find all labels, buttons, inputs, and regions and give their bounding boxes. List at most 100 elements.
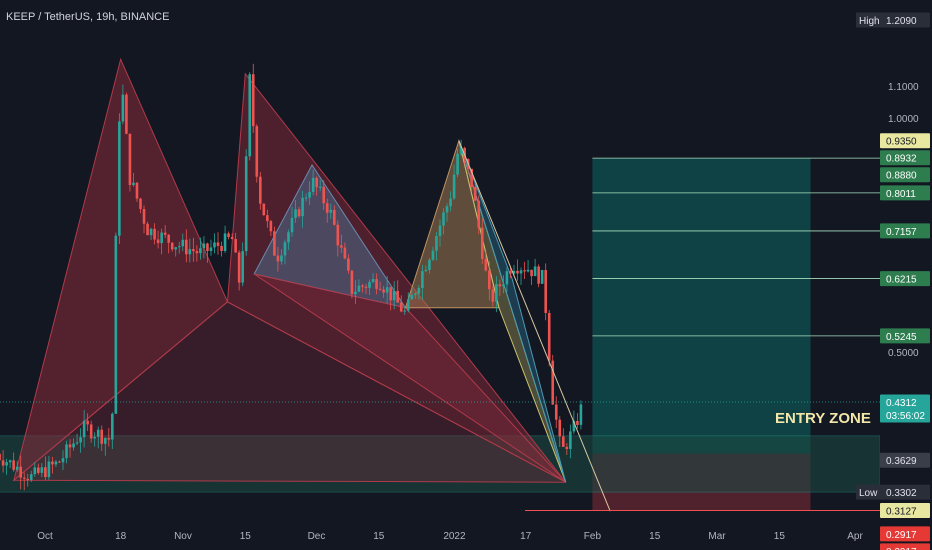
candle-body [551,360,555,405]
candle-body [452,174,456,199]
candle-body [96,429,100,437]
candle-body [375,279,378,289]
candle-body [516,270,519,274]
candle-body [86,420,89,425]
price-label-bg [880,328,930,344]
candle-body [188,249,192,255]
candle-body [93,436,96,439]
candle-body [470,168,473,188]
price-label-bg [880,452,930,468]
candle-body [29,474,33,480]
candle-body [329,209,333,213]
x-tick-label: Feb [584,531,602,542]
price-label-tag [856,484,880,500]
candle-body [269,221,273,232]
price-label-bg [880,185,930,201]
candle-body [530,269,533,277]
candle-body [79,437,82,443]
candle-body [156,239,160,244]
candle-body [435,235,438,251]
candle-body [354,291,357,295]
price-label-bg [880,167,930,183]
price-label-text: 0.2917 [886,547,917,550]
price-label-bg [880,271,930,287]
candle-body [195,251,199,254]
candle-body [378,288,382,290]
candle-body [526,269,530,272]
candle-body [149,228,153,236]
candle-body [72,443,75,448]
candle-body [111,413,114,440]
x-tick-label: 2022 [443,531,466,542]
candle-body [547,312,551,361]
candle-body [75,442,79,444]
candle-body [37,467,40,473]
candle-body [322,186,326,204]
candle-body [202,243,206,249]
candle-body [255,126,259,177]
candle-body [33,467,37,475]
price-label-tag-text: High [859,16,880,27]
candle-body [174,247,178,250]
price-label-text: 0.3302 [886,488,917,499]
candle-body [262,203,266,216]
candle-body [103,438,107,444]
price-label-countdown: 03:56:02 [886,411,925,422]
patterns-layer [12,57,567,483]
candle-body [343,247,347,259]
x-tick-label: 15 [240,531,252,542]
candle-body [311,177,315,192]
price-label-text: 0.2917 [886,530,917,541]
candle-body [477,200,481,228]
price-label-text: 1.2090 [886,16,917,27]
candle-body [428,259,431,270]
candle-body [185,239,188,255]
candle-body [392,290,396,301]
price-label-bg [880,502,930,518]
candle-body [19,466,23,478]
candle-body [364,286,368,288]
candle-body [371,279,375,283]
candle-body [459,147,463,154]
candle-body [142,209,146,224]
candle-body [234,239,237,253]
x-tick-label: Dec [308,531,326,542]
candle-body [473,187,477,201]
price-label-bg [880,223,930,239]
candle-body [290,217,294,233]
x-tick-label: 15 [373,531,385,542]
candle-body [399,302,403,312]
candle-body [128,133,132,186]
candle-body [121,94,125,122]
candle-body [132,182,135,186]
candle-body [125,94,128,134]
price-label-text: 0.8932 [886,154,917,165]
candle-body [213,242,216,248]
candle-body [519,270,523,274]
candle-body [181,239,185,247]
candle-body [315,177,318,188]
candle-body [410,294,414,300]
time-axis-panel[interactable] [0,520,932,550]
chart-title: KEEP / TetherUS, 19h, BINANCE [6,11,169,23]
candle-body [512,270,516,274]
candle-body [40,467,44,473]
candle-body [82,420,86,438]
candle-body [227,233,230,238]
pattern-red-base [12,301,566,483]
candle-body [146,223,149,236]
candle-body [273,231,276,256]
candle-body [340,245,343,248]
candle-body [287,232,290,243]
price-label-text: 0.9350 [886,137,917,148]
candle-body [100,429,104,444]
candle-body [177,246,181,248]
price-axis-panel[interactable] [880,0,932,520]
candle-body [248,74,252,157]
y-tick-label: 0.5000 [888,348,919,359]
entry-zone-label: ENTRY ZONE [775,410,871,427]
candle-body [417,288,421,294]
candle-body [304,197,308,199]
lines-layer [0,140,880,512]
